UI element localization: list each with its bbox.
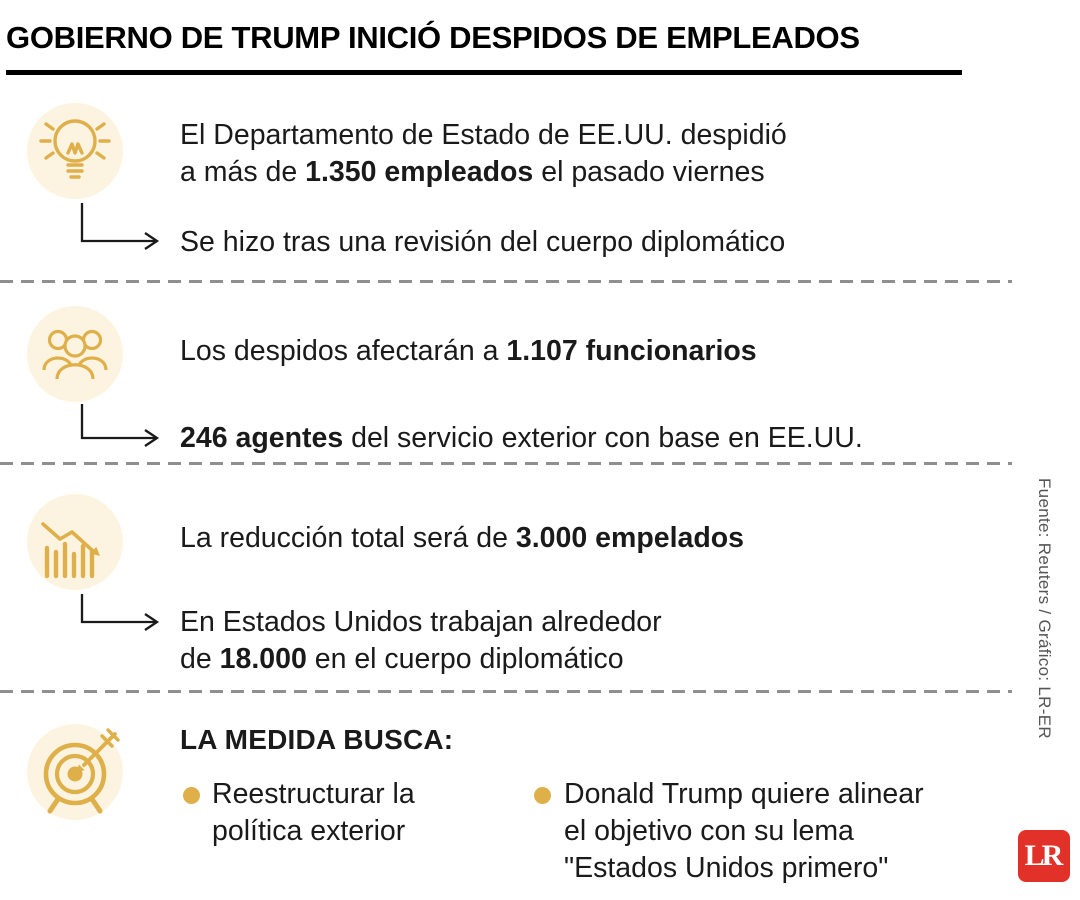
section3-sub-text: En Estados Unidos trabajan alrededor de … — [180, 604, 662, 678]
section1-line2-bold: 1.350 empleados — [305, 156, 534, 188]
section3-main-bold: 3.000 empelados — [515, 522, 745, 554]
section2-sub-post: del servicio exterior con base en EE.UU. — [343, 422, 863, 454]
people-group-icon — [27, 306, 123, 402]
lightbulb-icon — [27, 103, 123, 199]
lr-logo: LR — [1018, 830, 1070, 882]
elbow-arrow-icon — [80, 594, 160, 631]
elbow-arrow-icon — [80, 203, 160, 250]
section1-sub-text: Se hizo tras una revisión del cuerpo dip… — [180, 226, 786, 258]
section3-main-text: La reducción total será de 3.000 empelad… — [180, 520, 744, 557]
target-icon — [27, 724, 123, 820]
section2-main-pre: Los despidos afectarán a — [180, 335, 507, 367]
section2-main-bold: 1.107 funcionarios — [506, 335, 757, 367]
bullet-dot-icon — [534, 787, 551, 804]
section1-line1: El Departamento de Estado de EE.UU. desp… — [180, 119, 787, 151]
separator — [0, 462, 1012, 465]
section2-sub-text: 246 agentes del servicio exterior con ba… — [180, 420, 863, 457]
section4-bullet2-text: Donald Trump quiere alinear el objetivo … — [564, 776, 924, 887]
section1-main-text: El Departamento de Estado de EE.UU. desp… — [180, 117, 787, 191]
bullet2-line1: Donald Trump quiere alinear — [564, 778, 924, 810]
section4-bullet1-text: Reestructurar la política exterior — [212, 776, 415, 850]
page-title: GOBIERNO DE TRUMP INICIÓ DESPIDOS DE EMP… — [6, 20, 860, 55]
elbow-arrow-icon — [80, 404, 160, 447]
section3-sub-line2-bold: 18.000 — [219, 643, 307, 675]
bullet-dot-icon — [183, 787, 200, 804]
section3-sub-line2-pre: de — [180, 643, 220, 675]
section3-main-pre: La reducción total será de — [180, 522, 516, 554]
bullet2-line2: el objetivo con su lema — [564, 815, 854, 847]
separator — [0, 280, 1012, 283]
separator — [0, 690, 1012, 693]
lr-logo-text: LR — [1024, 839, 1064, 872]
section4-heading: LA MEDIDA BUSCA: — [180, 724, 454, 755]
bullet1-line1: Reestructurar la — [212, 778, 415, 810]
title-underline — [6, 70, 962, 75]
declining-chart-icon — [27, 494, 123, 590]
bullet2-line3: "Estados Unidos primero" — [564, 852, 889, 884]
bullet1-line2: política exterior — [212, 815, 406, 847]
section2-sub-bold: 246 agentes — [180, 422, 344, 454]
section2-main-text: Los despidos afectarán a 1.107 funcionar… — [180, 333, 757, 370]
source-credit: Fuente: Reuters / Gráfico: LR-ER — [1035, 478, 1054, 739]
section3-sub-line1: En Estados Unidos trabajan alrededor — [180, 606, 662, 638]
section3-sub-line2-post: en el cuerpo diplomático — [306, 643, 624, 675]
section1-line2-post: el pasado viernes — [533, 156, 765, 188]
section1-line2-pre: a más de — [180, 156, 306, 188]
